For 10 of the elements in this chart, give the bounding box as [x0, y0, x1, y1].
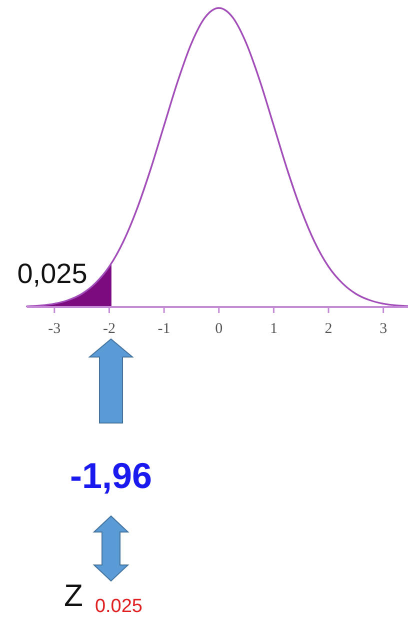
- annotation: 0,025: [17, 258, 88, 290]
- text: Z$_{0.025}$: [64, 578, 142, 617]
- text: -1,96: [70, 455, 152, 496]
- x-tick-label: -2: [102, 321, 116, 337]
- x-tick-label: 1: [270, 321, 278, 337]
- x-tick-label: 3: [380, 321, 388, 337]
- x-tick-label: -1: [158, 321, 170, 337]
- x-tick-label: 2: [324, 321, 332, 337]
- x-tick-label: 0: [215, 321, 223, 337]
- x-tick-label: -3: [48, 321, 61, 337]
